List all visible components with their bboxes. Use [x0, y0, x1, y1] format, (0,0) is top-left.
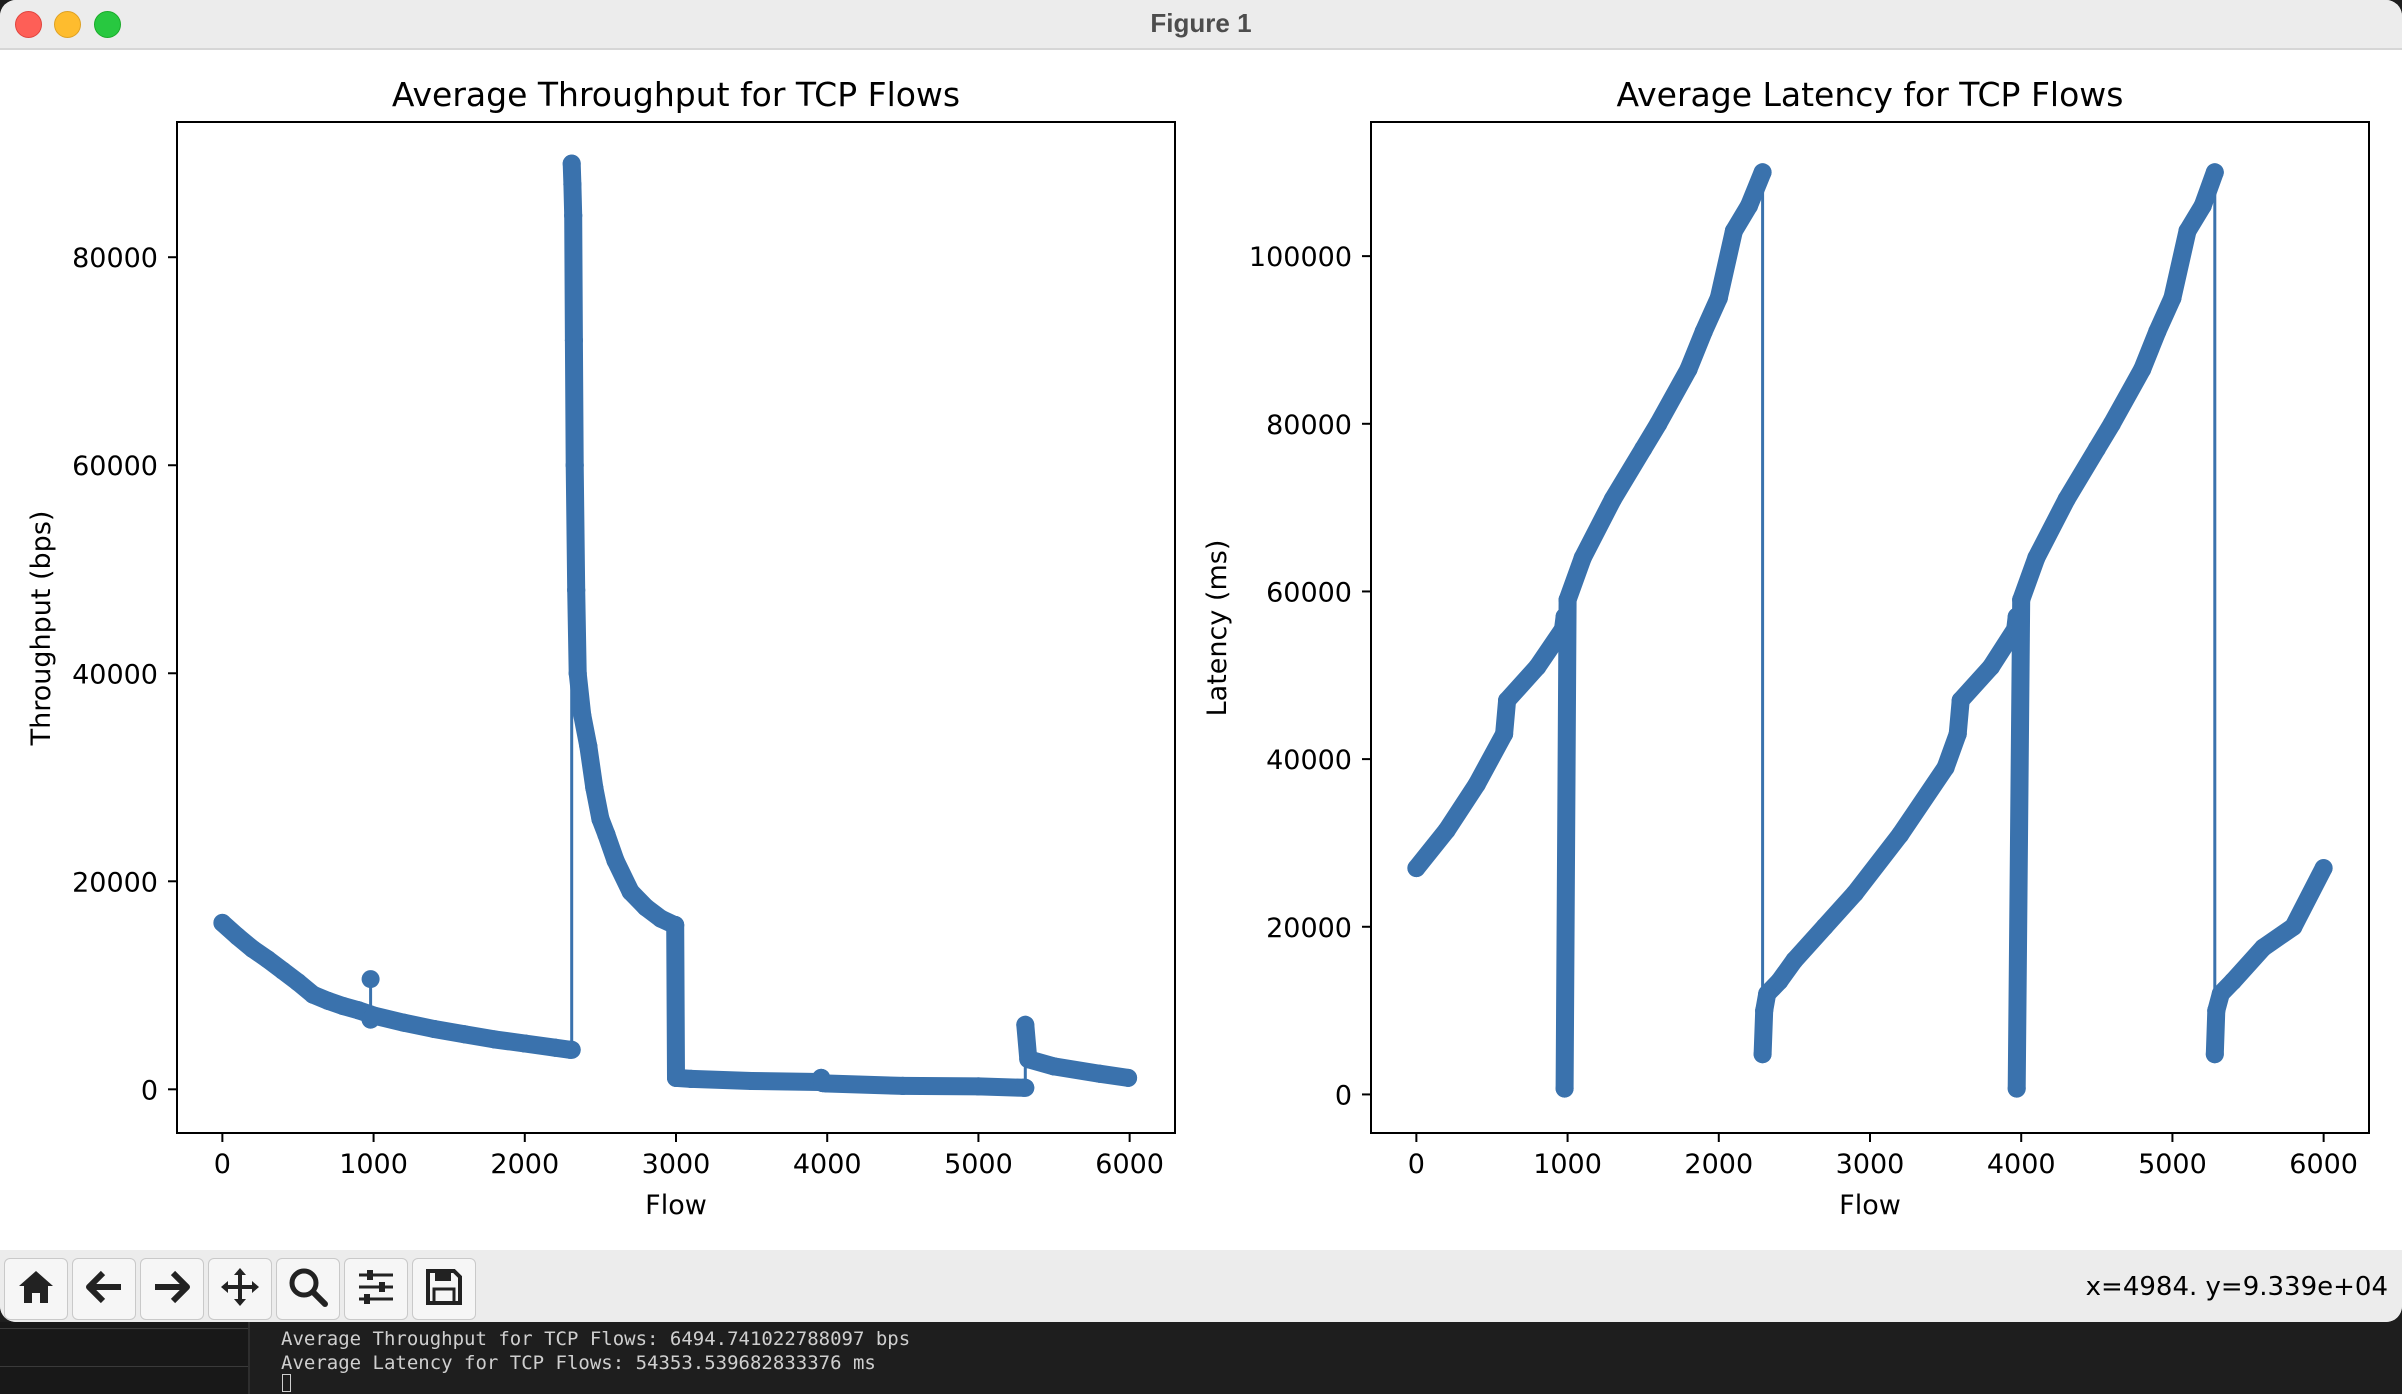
terminal-panel: Average Throughput for TCP Flows: 6494.7… [0, 1322, 2402, 1394]
throughput-y-tick-label: 60000 [72, 451, 158, 482]
latency-x-tick-label: 6000 [2289, 1149, 2358, 1180]
home-icon [15, 1267, 57, 1311]
back-arrow-icon [83, 1267, 125, 1311]
throughput-marker-trail [567, 581, 587, 683]
throughput-marker-trail [1090, 1064, 1138, 1087]
configure-subplots-button[interactable] [344, 1258, 408, 1320]
terminal-cursor [282, 1374, 291, 1392]
window-title: Figure 1 [1150, 8, 1252, 38]
throughput-marker-trail [893, 1076, 988, 1096]
throughput-data-point [361, 970, 380, 989]
zoom-icon [287, 1266, 329, 1312]
minimize-window-button[interactable] [54, 11, 81, 38]
throughput-x-tick-label: 3000 [642, 1149, 711, 1180]
sidebar-divider [0, 1366, 248, 1367]
latency-y-tick-label: 80000 [1266, 410, 1352, 441]
save-icon [423, 1266, 465, 1312]
forward-arrow-icon [151, 1267, 193, 1311]
throughput-axes: Average Throughput for TCP Flows Flow Th… [26, 75, 1176, 1221]
latency-plot-frame [1370, 121, 2370, 1134]
latency-x-tick-label: 5000 [2138, 1149, 2207, 1180]
throughput-marker-trail [666, 916, 685, 1087]
latency-marker-trail [1555, 590, 1577, 1098]
latency-y-axis-label: Latency (ms) [1202, 540, 1233, 717]
maximize-window-button[interactable] [94, 11, 121, 38]
latency-marker-trail [2102, 360, 2152, 433]
throughput-marker-trail [564, 331, 584, 475]
latency-x-tick-label: 1000 [1533, 1149, 1602, 1180]
latency-marker-trail [2007, 590, 2031, 1098]
close-window-button[interactable] [15, 11, 42, 38]
latency-x-tick-label: 0 [1408, 1149, 1425, 1180]
throughput-marker-trail [742, 1072, 829, 1091]
throughput-y-tick-label: 0 [141, 1075, 158, 1106]
latency-marker-trail [1740, 163, 1772, 215]
throughput-x-tick-label: 0 [214, 1149, 231, 1180]
throughput-y-tick-label: 80000 [72, 243, 158, 274]
home-button[interactable] [4, 1258, 68, 1320]
throughput-y-tick-label: 20000 [72, 867, 158, 898]
pan-button[interactable] [208, 1258, 272, 1320]
throughput-x-tick-label: 6000 [1095, 1149, 1164, 1180]
latency-axes: Average Latency for TCP Flows Flow Laten… [1202, 75, 2370, 1221]
latency-marker-trail [1845, 825, 1910, 903]
terminal-output-line: Average Latency for TCP Flows: 54353.539… [281, 1352, 876, 1374]
latency-y-tick-label: 0 [1335, 1080, 1352, 1111]
title-bar: Figure 1 [0, 0, 2402, 50]
throughput-marker-trail [818, 1074, 912, 1095]
latency-marker-trail [1891, 758, 1955, 844]
latency-marker-trail [2027, 490, 2076, 567]
terminal-sidebar [0, 1322, 250, 1394]
pan-icon [218, 1265, 262, 1313]
latency-marker-trail [2193, 163, 2224, 215]
latency-marker-trail [2284, 859, 2333, 936]
figure-canvas[interactable]: Average Throughput for TCP Flows Flow Th… [0, 50, 2402, 1250]
latency-marker-trail [2057, 439, 2106, 509]
figure-window: Figure 1 Average Throughput for TCP Flow… [0, 0, 2402, 1322]
throughput-marker-trail [564, 206, 583, 350]
latency-y-tick-label: 40000 [1266, 745, 1352, 776]
latency-x-axis-label: Flow [1839, 1190, 1901, 1221]
latency-marker-trail [1603, 439, 1653, 509]
latency-marker-trail [2163, 222, 2197, 307]
throughput-x-tick-label: 1000 [339, 1149, 408, 1180]
throughput-marker-trail [682, 1069, 761, 1090]
terminal-output-line: Average Throughput for TCP Flows: 6494.7… [281, 1328, 911, 1350]
latency-marker-trail [1467, 725, 1514, 794]
latency-x-tick-label: 2000 [1684, 1149, 1753, 1180]
sidebar-divider [0, 1328, 248, 1329]
configure-subplots-icon [355, 1266, 397, 1312]
throughput-y-tick-label: 40000 [72, 659, 158, 690]
back-button[interactable] [72, 1258, 136, 1320]
latency-y-tick-label: 20000 [1266, 913, 1352, 944]
throughput-marker-trail [565, 456, 586, 600]
throughput-x-tick-label: 2000 [490, 1149, 559, 1180]
navigation-toolbar: x=4984. y=9.339e+04 [0, 1250, 2402, 1322]
throughput-ticks: 0 1000 2000 3000 4000 5000 6000020000400006000… [72, 243, 1164, 1180]
throughput-chart-title: Average Throughput for TCP Flows [392, 75, 960, 114]
latency-marker-trail [1649, 360, 1698, 433]
latency-x-tick-label: 4000 [1987, 1149, 2056, 1180]
cursor-coordinates: x=4984. y=9.339e+04 [2085, 1272, 2388, 1302]
throughput-y-axis-label: Throughput (bps) [26, 511, 57, 747]
latency-marker-trail [1709, 222, 1743, 307]
latency-y-tick-label: 60000 [1266, 577, 1352, 608]
latency-chart-title: Average Latency for TCP Flows [1617, 75, 2124, 114]
latency-x-tick-label: 3000 [1836, 1149, 1905, 1180]
forward-button[interactable] [140, 1258, 204, 1320]
zoom-button[interactable] [276, 1258, 340, 1320]
save-figure-button[interactable] [412, 1258, 476, 1320]
throughput-x-axis-label: Flow [645, 1190, 707, 1221]
latency-marker-trail [1573, 490, 1622, 567]
throughput-x-tick-label: 4000 [793, 1149, 862, 1180]
throughput-x-tick-label: 5000 [944, 1149, 1013, 1180]
latency-ticks: 0 1000 2000 3000 4000 5000 6000020000400006000… [1249, 242, 2358, 1180]
latency-y-tick-label: 100000 [1249, 242, 1352, 273]
latency-marker-trail [1437, 775, 1486, 840]
latency-series [1407, 163, 2333, 1098]
throughput-series [213, 154, 1138, 1097]
